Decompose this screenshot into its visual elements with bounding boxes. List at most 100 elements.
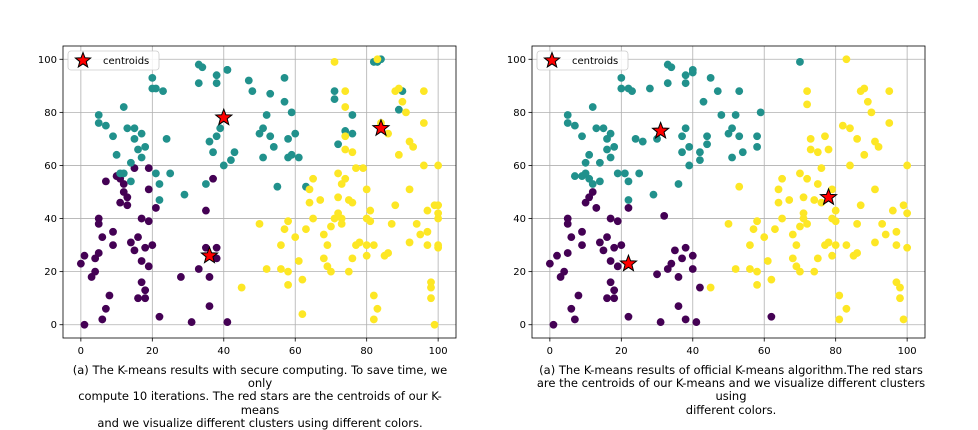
legend-box: [67, 50, 160, 71]
y-tick-label: 20: [44, 267, 57, 278]
data-point-yellow: [903, 161, 912, 170]
data-point-yellow: [412, 219, 421, 228]
data-point-yellow: [344, 267, 353, 276]
data-point-teal: [137, 153, 146, 162]
data-point-purple: [545, 259, 554, 268]
data-point-yellow: [749, 225, 758, 234]
data-point-purple: [130, 246, 139, 255]
data-point-yellow: [810, 267, 819, 276]
data-point-yellow: [867, 108, 876, 117]
data-point-purple: [101, 304, 110, 313]
caption-right-line-1: (a) The K-means results of official K-me…: [539, 363, 923, 377]
data-point-teal: [606, 153, 615, 162]
data-point-purple: [574, 291, 583, 300]
data-point-yellow: [785, 196, 794, 204]
data-point-teal: [166, 169, 175, 178]
data-point-teal: [180, 190, 189, 199]
data-point-yellow: [796, 222, 804, 231]
data-point-teal: [753, 142, 761, 151]
data-point-purple: [144, 185, 153, 194]
data-point-purple: [141, 243, 150, 252]
data-point-purple: [549, 320, 558, 329]
data-point-yellow: [860, 150, 869, 159]
data-point-purple: [137, 214, 146, 223]
data-point-teal: [262, 111, 271, 119]
data-point-purple: [603, 294, 611, 303]
x-tick-label: 80: [829, 346, 842, 357]
data-point-yellow: [319, 254, 328, 263]
y-tick-label: 80: [513, 108, 526, 119]
data-point-teal: [706, 73, 715, 82]
data-point-yellow: [394, 150, 403, 159]
data-point-teal: [599, 124, 608, 133]
data-point-yellow: [294, 257, 303, 265]
data-point-yellow: [774, 198, 783, 207]
data-point-teal: [681, 79, 690, 88]
data-point-purple: [134, 294, 142, 303]
data-point-yellow: [853, 249, 862, 257]
data-point-yellow: [896, 283, 904, 292]
data-point-teal: [227, 156, 235, 165]
data-point-yellow: [796, 169, 804, 178]
data-point-teal: [620, 169, 629, 178]
data-point-yellow: [788, 254, 797, 263]
data-point-teal: [703, 132, 711, 141]
data-point-purple: [613, 217, 622, 226]
data-point-teal: [663, 79, 672, 88]
data-point-yellow: [735, 182, 744, 191]
data-point-teal: [94, 111, 103, 119]
data-point-yellow: [853, 219, 862, 228]
data-point-teal: [223, 65, 232, 74]
data-point-purple: [212, 254, 221, 263]
data-point-purple: [671, 246, 679, 255]
data-point-purple: [109, 241, 117, 249]
data-point-yellow: [341, 103, 350, 111]
data-point-yellow: [871, 185, 879, 194]
data-point-purple: [610, 294, 619, 303]
data-point-teal: [291, 129, 300, 138]
data-point-teal: [646, 84, 654, 93]
data-point-yellow: [291, 233, 300, 242]
data-point-purple: [76, 259, 85, 268]
data-point-purple: [209, 174, 217, 183]
data-point-purple: [101, 177, 110, 186]
data-point-teal: [244, 76, 253, 85]
data-point-yellow: [298, 275, 307, 284]
data-point-teal: [638, 137, 647, 146]
data-point-purple: [205, 273, 214, 281]
data-point-teal: [678, 132, 686, 141]
data-point-teal: [592, 124, 601, 133]
data-point-teal: [273, 182, 282, 191]
data-point-teal: [130, 135, 139, 143]
data-point-teal: [681, 71, 690, 80]
data-point-yellow: [348, 254, 357, 263]
x-tick-label: 100: [898, 346, 917, 357]
data-point-yellow: [316, 196, 325, 204]
data-point-purple: [567, 304, 576, 313]
data-point-purple: [94, 219, 103, 228]
data-point-yellow: [842, 304, 851, 313]
data-point-teal: [728, 153, 736, 162]
data-point-purple: [134, 233, 142, 242]
legend-box: [536, 50, 629, 71]
data-point-yellow: [828, 185, 837, 194]
data-point-yellow: [423, 227, 432, 236]
centroid-star: [651, 121, 671, 139]
data-point-teal: [330, 87, 339, 96]
data-point-yellow: [405, 238, 414, 247]
data-point-yellow: [763, 257, 772, 265]
data-point-teal: [624, 177, 633, 186]
data-point-yellow: [405, 185, 414, 194]
data-point-yellow: [348, 148, 357, 157]
data-point-teal: [348, 111, 357, 119]
data-point-teal: [728, 124, 736, 133]
data-point-yellow: [731, 265, 740, 273]
data-point-yellow: [427, 294, 435, 303]
data-point-teal: [151, 84, 160, 93]
data-point-teal: [756, 108, 765, 117]
y-tick-label: 40: [44, 214, 57, 225]
legend-label: centroids: [572, 56, 618, 67]
data-point-purple: [674, 273, 683, 281]
data-point-yellow: [362, 241, 371, 249]
data-point-yellow: [419, 161, 428, 170]
